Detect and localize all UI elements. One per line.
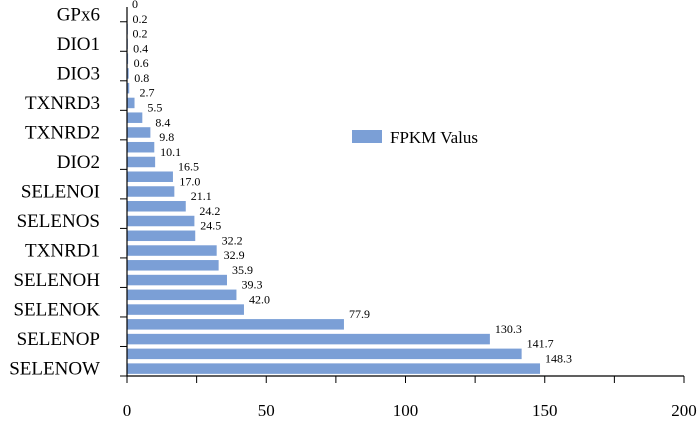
data-label: 32.2: [222, 233, 243, 247]
data-label: 9.8: [159, 130, 174, 144]
data-label: 130.3: [495, 322, 522, 336]
data-label: 5.5: [147, 101, 162, 115]
data-labels-layer: 148.3141.7130.377.942.039.335.932.932.22…: [132, 0, 572, 365]
data-label: 39.3: [241, 278, 262, 292]
bar: [127, 319, 344, 330]
data-label: 77.9: [349, 307, 370, 321]
category-label: TXNRD1: [25, 241, 100, 262]
category-labels-layer: SELENOW SELENOP SELENOK SELENOH TXNRD1 SELENO…: [9, 4, 100, 379]
category-label: DIO2: [57, 152, 100, 173]
category-label: TXNRD3: [25, 93, 100, 114]
bar: [127, 201, 186, 212]
x-tick-label: 200: [671, 401, 697, 420]
x-tick-label: 100: [393, 401, 419, 420]
bar: [127, 348, 522, 360]
category-label: SELENOS: [17, 211, 100, 232]
category-label: SELENOP: [17, 329, 100, 350]
legend-label: FPKM Valus: [390, 128, 478, 147]
data-label: 2.7: [140, 86, 155, 100]
bar: [127, 112, 143, 123]
bar: [127, 141, 155, 153]
bar: [127, 230, 196, 242]
bar: [127, 186, 175, 197]
data-label: 10.1: [160, 145, 181, 159]
data-label: 0.8: [134, 71, 149, 85]
data-label: 0.2: [133, 12, 148, 26]
category-label: DIO3: [57, 63, 100, 84]
data-label: 17.0: [179, 174, 200, 188]
category-label: SELENOI: [21, 182, 100, 203]
category-label: SELENOK: [13, 300, 100, 321]
data-label: 0.2: [133, 27, 148, 41]
data-label: 148.3: [545, 351, 572, 365]
category-label: DIO1: [57, 34, 100, 55]
bar: [127, 171, 173, 182]
data-label: 35.9: [232, 263, 253, 277]
bar: [127, 333, 490, 345]
bar: [127, 127, 151, 138]
category-label: SELENOH: [13, 270, 100, 291]
x-tick-label: 50: [258, 401, 275, 420]
bar: [127, 82, 130, 94]
bar: [127, 289, 237, 301]
data-label: 8.4: [155, 115, 170, 129]
axes-layer: 0 50 100 150 200: [120, 7, 697, 420]
data-label: 0: [132, 0, 138, 11]
bar: [127, 245, 217, 256]
bar: [127, 97, 135, 109]
bar: [127, 274, 227, 286]
data-label: 141.7: [527, 337, 554, 351]
data-label: 0.4: [133, 41, 148, 55]
data-label: 21.1: [191, 189, 212, 203]
data-label: 42.0: [249, 292, 270, 306]
bars-layer: [127, 23, 541, 374]
x-tick-label: 0: [123, 401, 132, 420]
category-label: TXNRD2: [25, 122, 100, 143]
data-label: 16.5: [178, 160, 199, 174]
bar: [127, 215, 195, 227]
data-label: 24.5: [200, 219, 221, 233]
category-label: GPx6: [57, 4, 100, 25]
bar: [127, 304, 244, 315]
data-label: 32.9: [224, 248, 245, 262]
category-label: SELENOW: [9, 359, 100, 380]
bar: [127, 260, 219, 271]
data-label: 24.2: [199, 204, 220, 218]
x-tick-label: 150: [532, 401, 558, 420]
legend-swatch: [352, 130, 382, 143]
data-label: 0.6: [134, 56, 149, 70]
bar: [127, 156, 156, 168]
legend: FPKM Valus: [352, 128, 478, 147]
bar: [127, 363, 541, 374]
bar: [127, 68, 129, 79]
